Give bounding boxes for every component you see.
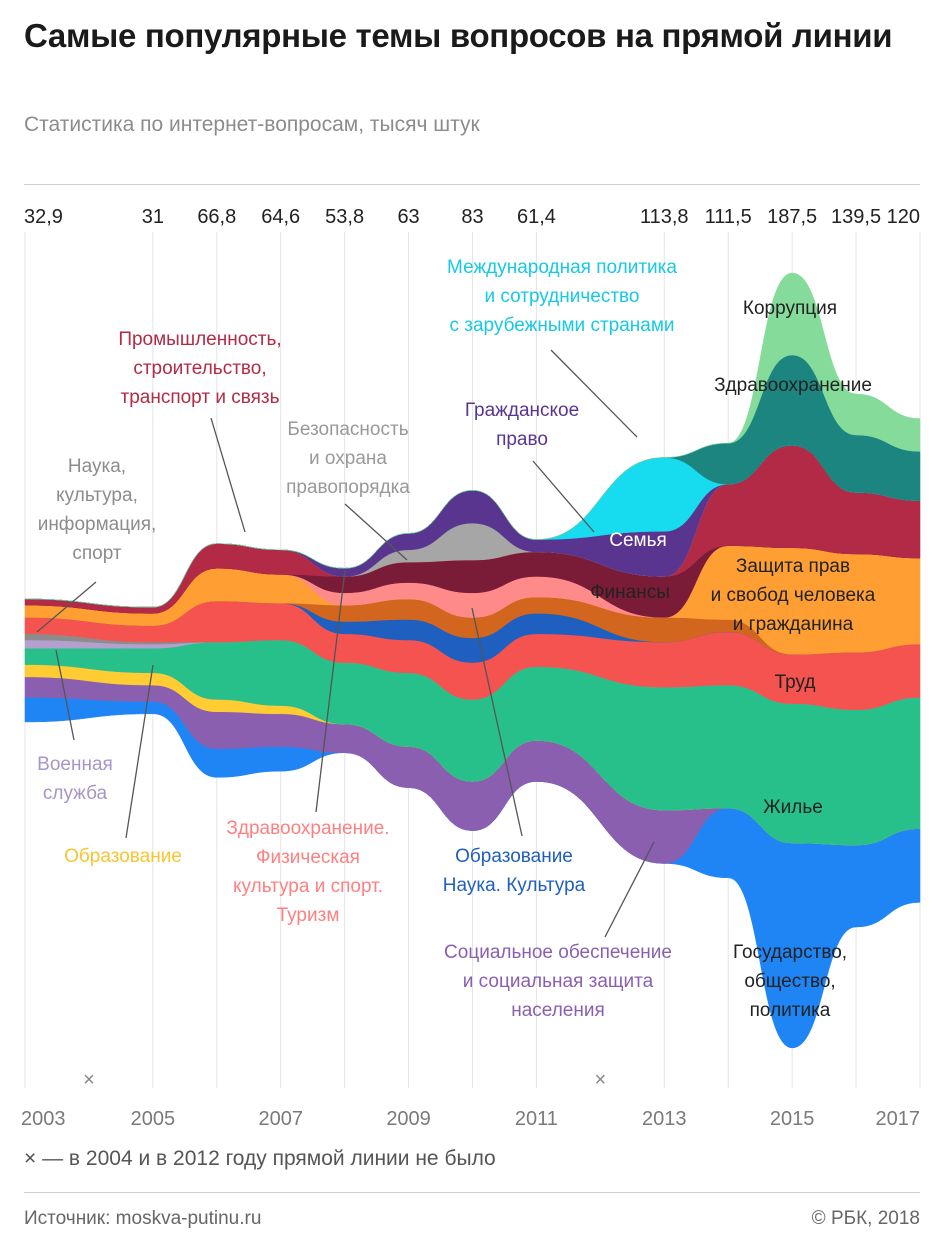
bottom-rule: [24, 1192, 920, 1193]
series-label-образование-наука-культура: Образование Наука. Культура: [443, 846, 586, 896]
series-label-образование: Образование: [64, 846, 182, 867]
x-tick-2017: 2017: [876, 1108, 921, 1130]
series-label-здравоохранение-физическая-культура-и-спорт-туризм: Здравоохранение. Физическая культура и спо…: [226, 818, 389, 926]
series-label-здравоохранение: Здравоохранение: [714, 375, 872, 396]
series-label-безопасность-и-охрана-правопорядка: Безопасность и охрана правопорядка: [286, 419, 410, 498]
stream-коррупция: [24, 272, 921, 608]
total-label-2015: 187,5: [767, 206, 817, 228]
x-tick-2003: 2003: [21, 1108, 66, 1130]
total-label-2014: 111,5: [705, 206, 752, 228]
missing-year-marker-2012: ×: [595, 1069, 607, 1091]
series-label-промышленность-строительство-транспорт-и-связь: Промышленность, строительство, транспорт и…: [118, 329, 281, 408]
x-tick-2009: 2009: [386, 1108, 431, 1130]
leader-line-2: [532, 460, 595, 533]
x-tick-2013: 2013: [642, 1108, 687, 1130]
series-label-международная-политика-и-сотрудничество-с-зарубежными-странами: Международная политика и сотрудничество с …: [447, 257, 677, 336]
chart-subtitle: Статистика по интернет-вопросам, тысяч ш…: [24, 113, 480, 136]
series-label-социальное-обеспечение-и-социальная-защита-населения: Социальное обеспечение и социальная защит…: [444, 942, 672, 1021]
series-label-наука-культура-информация-спорт: Наука, культура, информация, спорт: [38, 456, 157, 564]
series-label-государство-общество-политика: Государство, общество, политика: [733, 942, 847, 1021]
chart-title: Самые популярные темы вопросов на прямой…: [24, 17, 893, 54]
total-label-2006: 66,8: [197, 206, 236, 228]
total-label-2005: 31: [142, 206, 164, 228]
series-label-семья: Семья: [609, 530, 667, 551]
x-tick-2015: 2015: [770, 1108, 815, 1130]
series-label-коррупция: Коррупция: [743, 298, 837, 319]
x-tick-2005: 2005: [131, 1108, 176, 1130]
total-label-2007: 64,6: [261, 206, 300, 228]
total-label-2016: 139,5: [831, 206, 881, 228]
footnote: × — в 2004 и в 2012 году прямой линии не…: [24, 1147, 496, 1170]
total-label-2011: 61,4: [517, 206, 556, 228]
missing-year-marker-2004: ×: [83, 1069, 95, 1091]
series-label-гражданское-право: Гражданское право: [465, 400, 579, 450]
series-label-защита-прав-и-свобод-человека-и-гражданина: Защита прав и свобод человека и гражданина: [711, 556, 876, 635]
leader-line-7: [125, 664, 154, 839]
leader-line-9: [471, 607, 523, 837]
copyright-note: © РБК, 2018: [811, 1208, 920, 1229]
leader-line-5: [36, 581, 97, 633]
total-label-2013: 113,8: [640, 206, 689, 228]
total-label-2008: 53,8: [325, 206, 364, 228]
streamgraph-chart: 32,9 31 66,8 64,6 53,8 63 83 61,4 113,8 111,5 187,…: [21, 206, 921, 1130]
leader-line-4: [344, 503, 408, 561]
series-label-труд: Труд: [775, 672, 816, 693]
total-label-2003: 32,9: [24, 206, 63, 228]
x-tick-2007: 2007: [258, 1108, 303, 1130]
x-tick-2011: 2011: [515, 1108, 558, 1130]
top-rule: [24, 184, 920, 185]
total-label-2010: 83: [461, 206, 483, 228]
total-label-2017: 120: [887, 206, 920, 228]
series-label-военная-служба: Военная служба: [37, 754, 113, 804]
leader-line-10: [604, 841, 655, 938]
series-label-финансы: Финансы: [590, 582, 670, 603]
leader-line-6: [55, 649, 75, 741]
series-label-жилье: Жилье: [763, 797, 823, 818]
leader-line-1: [550, 349, 638, 438]
total-label-2009: 63: [397, 206, 419, 228]
leader-line-8: [315, 569, 346, 813]
source-note: Источник: moskva-putinu.ru: [24, 1208, 262, 1229]
leader-line-3: [210, 417, 246, 533]
